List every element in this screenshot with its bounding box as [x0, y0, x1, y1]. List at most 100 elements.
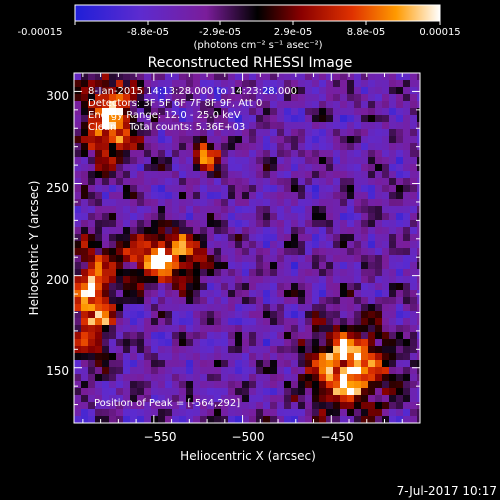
heatmap-cell: [242, 248, 250, 256]
heatmap-cell: [116, 164, 124, 172]
heatmap-cell: [312, 283, 320, 291]
heatmap-cell: [172, 297, 180, 305]
heatmap-cell: [277, 178, 285, 186]
heatmap-cell: [102, 269, 110, 277]
heatmap-cell: [130, 388, 138, 396]
heatmap-cell: [228, 108, 236, 116]
heatmap-cell: [319, 262, 327, 270]
heatmap-cell: [277, 297, 285, 305]
heatmap-cell: [221, 409, 229, 417]
heatmap-cell: [130, 311, 138, 319]
heatmap-cell: [116, 157, 124, 165]
heatmap-cell: [284, 108, 292, 116]
heatmap-cell: [200, 311, 208, 319]
heatmap-cell: [81, 157, 89, 165]
heatmap-cell: [312, 367, 320, 375]
heatmap-cell: [193, 290, 201, 298]
heatmap-cell: [95, 339, 103, 347]
heatmap-cell: [172, 290, 180, 298]
heatmap-cell: [242, 353, 250, 361]
heatmap-cell: [130, 304, 138, 312]
heatmap-cell: [256, 150, 264, 158]
heatmap-cell: [158, 262, 166, 270]
heatmap-cell: [256, 353, 264, 361]
heatmap-cell: [368, 360, 376, 368]
heatmap-cell: [74, 381, 82, 389]
heatmap-cell: [102, 381, 110, 389]
heatmap-cell: [319, 94, 327, 102]
heatmap-cell: [179, 178, 187, 186]
heatmap-cell: [88, 234, 96, 242]
heatmap-cell: [137, 339, 145, 347]
heatmap-cell: [333, 122, 341, 130]
heatmap-cell: [270, 346, 278, 354]
heatmap-cell: [298, 276, 306, 284]
heatmap-cell: [396, 262, 404, 270]
heatmap-cell: [312, 150, 320, 158]
heatmap-cell: [389, 402, 397, 410]
heatmap-cell: [221, 339, 229, 347]
heatmap-cell: [116, 367, 124, 375]
heatmap-cell: [116, 94, 124, 102]
heatmap-cell: [88, 192, 96, 200]
heatmap-cell: [396, 374, 404, 382]
heatmap-cell: [158, 164, 166, 172]
heatmap-cell: [368, 332, 376, 340]
heatmap-cell: [109, 115, 117, 123]
heatmap-cell: [417, 129, 420, 137]
heatmap-cell: [186, 213, 194, 221]
heatmap-cell: [354, 416, 362, 423]
heatmap-cell: [214, 185, 222, 193]
heatmap-cell: [151, 122, 159, 130]
heatmap-cell: [172, 157, 180, 165]
heatmap-cell: [291, 192, 299, 200]
heatmap-cell: [333, 269, 341, 277]
heatmap-cell: [340, 248, 348, 256]
heatmap-cell: [172, 353, 180, 361]
heatmap-cell: [263, 164, 271, 172]
heatmap-cell: [326, 248, 334, 256]
heatmap-cell: [200, 101, 208, 109]
heatmap-cell: [95, 164, 103, 172]
heatmap-cell: [368, 325, 376, 333]
heatmap-cell: [116, 220, 124, 228]
heatmap-cell: [263, 115, 271, 123]
heatmap-cell: [200, 199, 208, 207]
heatmap-cell: [165, 129, 173, 137]
heatmap-cell: [263, 395, 271, 403]
heatmap-cell: [165, 381, 173, 389]
heatmap-cell: [116, 80, 124, 88]
heatmap-cell: [235, 381, 243, 389]
heatmap-cell: [382, 213, 390, 221]
heatmap-cell: [368, 164, 376, 172]
heatmap-cell: [312, 171, 320, 179]
heatmap-cell: [361, 150, 369, 158]
heatmap-cell: [312, 227, 320, 235]
heatmap-cell: [186, 367, 194, 375]
heatmap-cell: [165, 297, 173, 305]
heatmap-cell: [193, 80, 201, 88]
heatmap-cell: [200, 297, 208, 305]
heatmap-cell: [312, 325, 320, 333]
heatmap-cell: [235, 325, 243, 333]
heatmap-cell: [410, 80, 418, 88]
heatmap-cell: [277, 94, 285, 102]
heatmap-cell: [403, 157, 411, 165]
heatmap-cell: [319, 367, 327, 375]
heatmap-cell: [228, 304, 236, 312]
heatmap-cell: [410, 346, 418, 354]
heatmap-cell: [340, 108, 348, 116]
x-tick-label: −500: [232, 430, 265, 444]
heatmap-cell: [228, 115, 236, 123]
heatmap-cell: [277, 325, 285, 333]
heatmap-cell: [137, 381, 145, 389]
heatmap-cell: [312, 80, 320, 88]
heatmap-cell: [340, 388, 348, 396]
heatmap-cell: [326, 192, 334, 200]
heatmap-cell: [88, 374, 96, 382]
heatmap-cell: [340, 213, 348, 221]
heatmap-cell: [417, 374, 420, 382]
heatmap-cell: [256, 227, 264, 235]
heatmap-cell: [242, 213, 250, 221]
heatmap-cell: [312, 374, 320, 382]
